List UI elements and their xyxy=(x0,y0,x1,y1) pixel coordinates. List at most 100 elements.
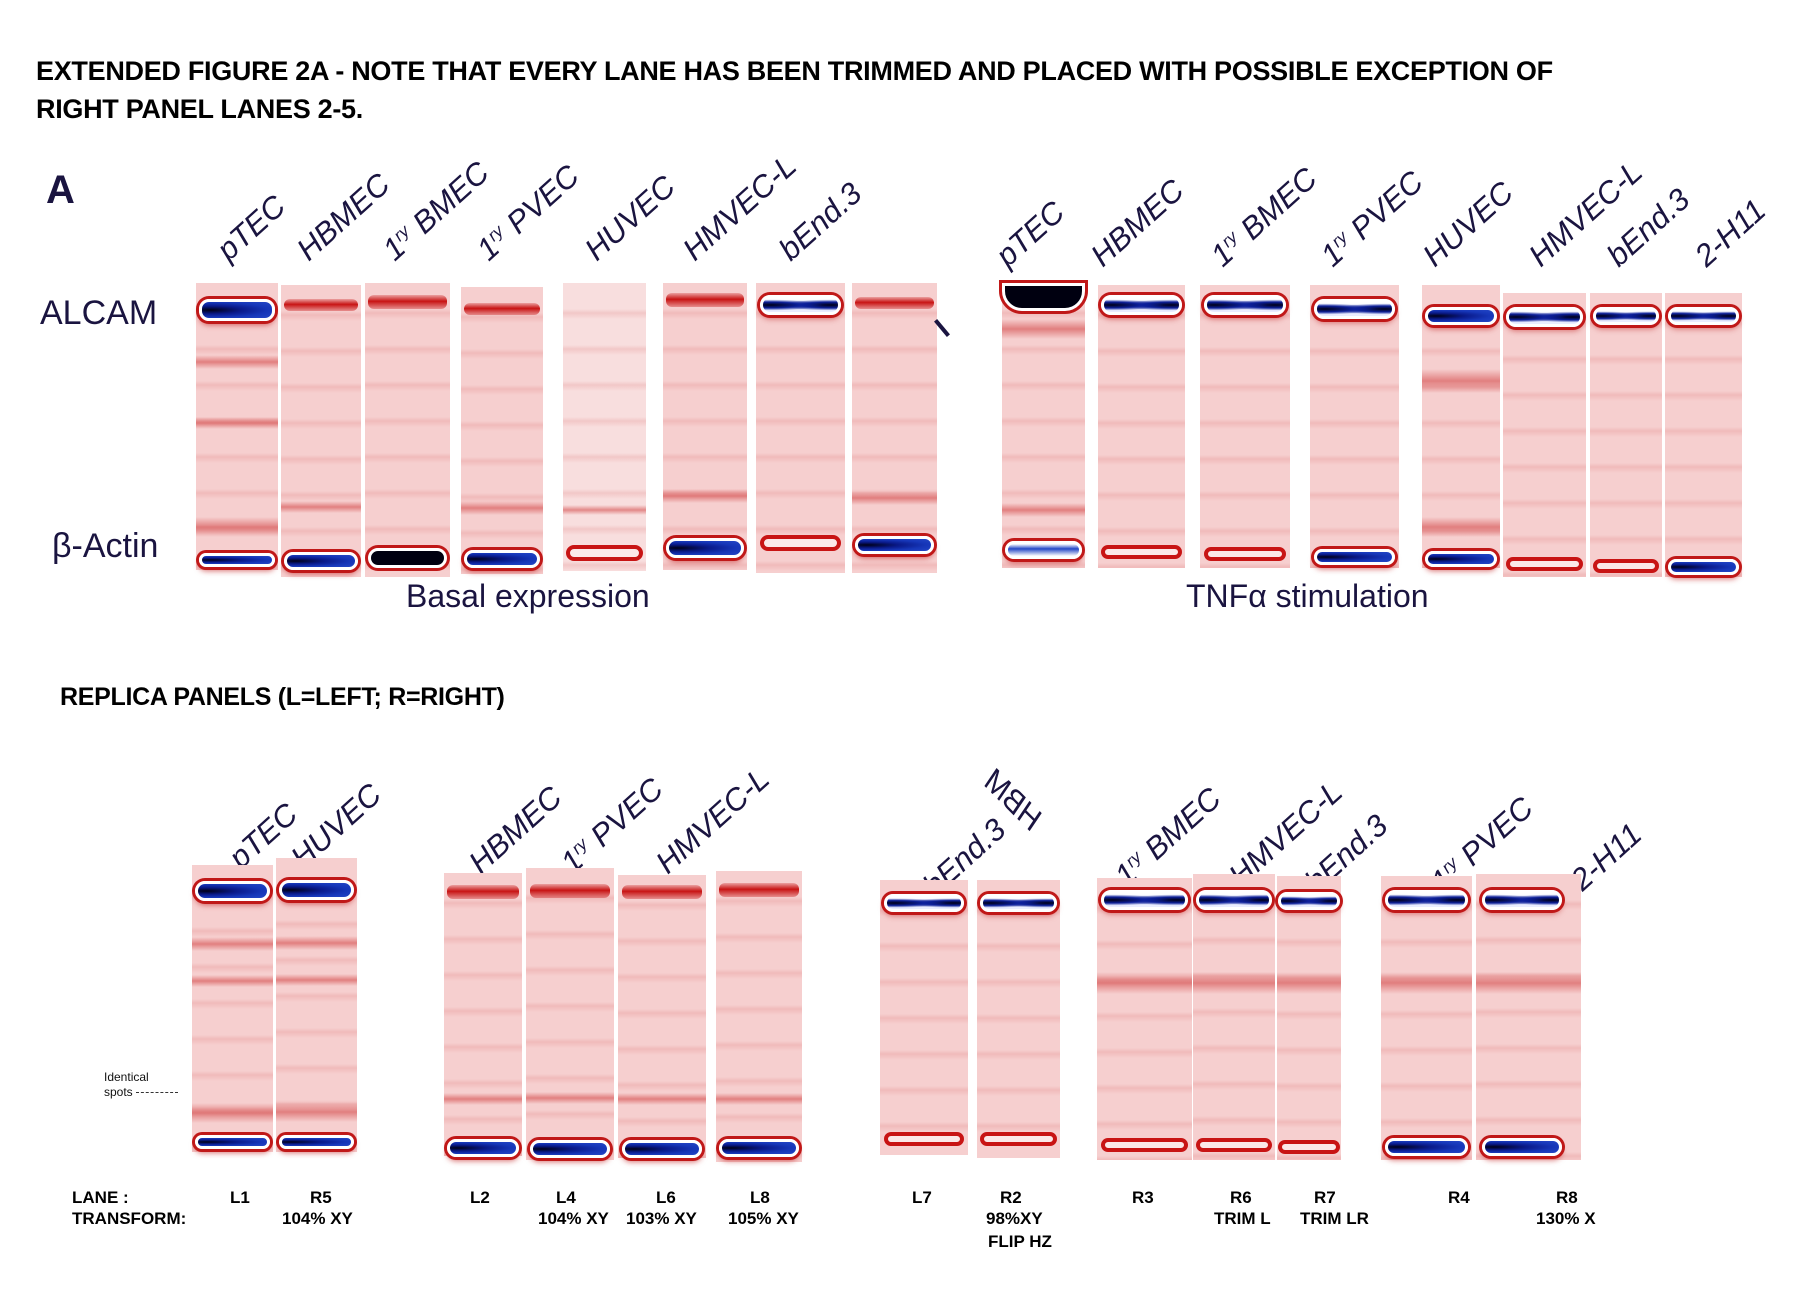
alcam-band xyxy=(980,894,1057,912)
lane-transform: 103% XY xyxy=(626,1209,697,1228)
actin-band xyxy=(464,550,540,568)
lane-id: L1 xyxy=(230,1188,250,1207)
blot-lane xyxy=(1097,878,1192,1160)
blot-lane xyxy=(756,283,845,573)
right-panel-caption: TNFα stimulation xyxy=(1186,578,1429,614)
blot-lane xyxy=(1277,876,1341,1160)
nonspecific-band xyxy=(1193,972,1275,994)
alcam-band xyxy=(199,299,275,321)
blot-lane xyxy=(1503,293,1586,577)
alcam-band xyxy=(1101,295,1182,315)
nonspecific-band xyxy=(663,489,747,503)
blot-lane xyxy=(1665,293,1742,577)
alcam-band xyxy=(279,880,354,900)
blot-lane xyxy=(1381,876,1472,1160)
blot-lane xyxy=(1310,285,1399,568)
lane-transform: 104% XY xyxy=(538,1209,609,1228)
annotation-line-2: spots xyxy=(104,1085,178,1100)
blot-lane xyxy=(716,871,802,1162)
lane-id: R6 xyxy=(1230,1188,1252,1207)
figure-title-line-2: RIGHT PANEL LANES 2-5. xyxy=(36,94,363,124)
blot-lane xyxy=(276,858,357,1152)
blot-lane xyxy=(1476,874,1581,1160)
lane-label: HBMEC xyxy=(1083,172,1191,274)
blot-lane xyxy=(1422,285,1500,568)
lane-transform-2: FLIP HZ xyxy=(988,1232,1052,1251)
lane-label: HMVEC-L xyxy=(648,760,777,881)
alcam-band xyxy=(1425,307,1497,325)
lane-label: 1ry BMEC xyxy=(1203,160,1324,274)
blot-lane xyxy=(977,880,1060,1158)
lane-label: pTEC xyxy=(988,194,1072,274)
lane-label: HUVEC xyxy=(577,168,682,268)
actin-band xyxy=(666,538,744,558)
blot-lane xyxy=(1098,285,1185,568)
actin-row-label: β-Actin xyxy=(52,527,159,565)
nonspecific-band xyxy=(716,1093,802,1105)
nonspecific-band xyxy=(1002,503,1085,517)
nonspecific-band xyxy=(196,355,278,369)
replica-heading: REPLICA PANELS (L=LEFT; R=RIGHT) xyxy=(60,683,505,711)
lane-transform: 104% XY xyxy=(282,1209,353,1228)
actin-band xyxy=(1203,547,1287,561)
dashed-pointer-icon xyxy=(135,1092,178,1094)
alcam-band xyxy=(883,894,965,912)
actin-band xyxy=(566,545,643,561)
lane-header: LANE : xyxy=(72,1188,129,1207)
alcam-band xyxy=(666,293,744,307)
alcam-band xyxy=(1002,283,1085,311)
lane-id: R5 xyxy=(310,1188,332,1207)
alcam-band xyxy=(1592,307,1660,325)
alcam-band xyxy=(1668,307,1739,325)
blot-lane xyxy=(880,880,968,1155)
actin-band xyxy=(279,1135,354,1149)
alcam-row-label: ALCAM xyxy=(40,294,158,332)
panel-letter: A xyxy=(46,168,75,212)
actin-band xyxy=(529,1140,611,1158)
lane-label: 1ry PVEC xyxy=(553,770,670,881)
alcam-band xyxy=(1482,890,1563,910)
left-panel-caption: Basal expression xyxy=(406,578,650,614)
lane-transform: 98%XY xyxy=(986,1209,1043,1228)
lane-label: HUVEC xyxy=(1415,174,1520,274)
nonspecific-band xyxy=(192,937,273,951)
nonspecific-band xyxy=(852,491,937,505)
lane-id: L8 xyxy=(750,1188,770,1207)
identical-spots-band xyxy=(276,1102,357,1122)
alcam-band xyxy=(759,295,842,315)
nonspecific-band xyxy=(461,501,543,515)
nonspecific-band xyxy=(1381,972,1472,994)
alcam-band xyxy=(1278,892,1340,910)
actin-band xyxy=(980,1132,1057,1146)
blot-lane xyxy=(196,283,278,570)
nonspecific-band xyxy=(276,936,357,950)
actin-band xyxy=(1506,557,1583,571)
identical-spots-band xyxy=(192,1103,273,1123)
alcam-band xyxy=(368,295,447,309)
nonspecific-band xyxy=(444,1093,522,1105)
nonspecific-band xyxy=(196,417,278,429)
transform-header: TRANSFORM: xyxy=(72,1209,187,1228)
lane-label: HBMEC xyxy=(289,166,397,268)
actin-band xyxy=(195,1135,270,1149)
alcam-band xyxy=(284,299,358,311)
actin-band xyxy=(855,536,934,554)
nonspecific-band xyxy=(1422,369,1500,393)
blot-lane xyxy=(461,287,543,574)
lane-id: R2 xyxy=(1000,1188,1022,1207)
lane-label: HBMEC xyxy=(461,779,569,881)
annotation-line-1: Identical xyxy=(104,1070,149,1084)
nonspecific-band xyxy=(526,1092,614,1104)
nonspecific-band xyxy=(1422,517,1500,537)
nonspecific-band xyxy=(281,501,361,513)
actin-band xyxy=(1425,551,1497,567)
actin-band xyxy=(284,552,358,570)
actin-band xyxy=(1100,1138,1189,1152)
lane-id: L2 xyxy=(470,1188,490,1207)
actin-band xyxy=(1592,559,1660,573)
lane-id: L7 xyxy=(912,1188,932,1207)
alcam-band xyxy=(621,885,703,899)
nonspecific-band xyxy=(563,505,646,515)
actin-band xyxy=(447,1139,519,1157)
actin-band xyxy=(1668,559,1739,575)
